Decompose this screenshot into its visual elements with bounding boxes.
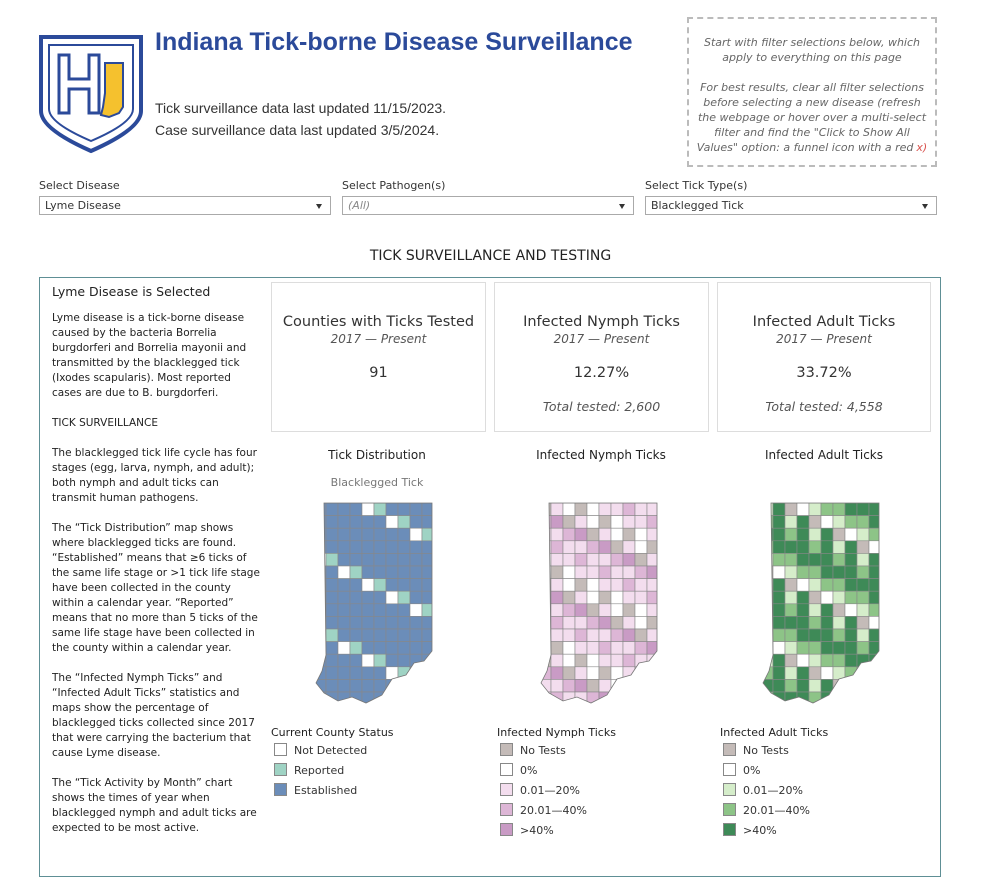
- legend-swatch: [500, 783, 513, 796]
- legend-label: 0%: [520, 764, 538, 777]
- update-text: Tick surveillance data last updated 11/1…: [155, 100, 447, 116]
- legend-title: Infected Adult Ticks: [720, 726, 829, 739]
- sidebar-paragraph: The “Tick Distribution” map shows where …: [52, 522, 260, 654]
- legend-label: >40%: [520, 824, 554, 837]
- legend-label: No Tests: [520, 744, 566, 757]
- dropdown[interactable]: Blacklegged Tick: [645, 196, 937, 215]
- note-text: Start with filter selections below, whic…: [704, 36, 920, 64]
- sidebar-paragraph: The blacklegged tick life cycle has four…: [52, 447, 257, 504]
- legend-item: 0.01—20%: [500, 783, 580, 797]
- dropdown[interactable]: (All): [342, 196, 634, 215]
- legend-item: No Tests: [500, 743, 566, 757]
- legend-item: 0.01—20%: [723, 783, 803, 797]
- legend-label: Not Detected: [294, 744, 368, 757]
- page: Indiana Tick-borne Disease Surveillance …: [39, 17, 941, 877]
- legend-item: 0%: [500, 763, 537, 777]
- legend-item: No Tests: [723, 743, 789, 757]
- map-title: Infected Nymph Ticks: [536, 448, 666, 462]
- legend-label: 20.01—40%: [743, 804, 810, 817]
- legend-item: >40%: [723, 823, 777, 837]
- legend-swatch: [723, 783, 736, 796]
- kpi-period: 2017 — Present: [553, 332, 650, 346]
- legend-swatch: [500, 763, 513, 776]
- kpi-title: Infected Nymph Ticks: [523, 314, 680, 330]
- legend-label: 20.01—40%: [520, 804, 587, 817]
- sidebar-paragraph: Lyme disease is a tick-borne disease cau…: [52, 312, 247, 399]
- filter-label: Select Pathogen(s): [342, 179, 446, 192]
- kpi-footer: Total tested: 4,558: [765, 399, 883, 414]
- kpi-value: 12.27%: [573, 365, 630, 381]
- note-red: x): [916, 141, 928, 154]
- legend-swatch: [274, 783, 287, 796]
- legend-title: Current County Status: [271, 726, 394, 739]
- kpi-card: Infected Nymph Ticks 2017 — Present 12.27%…: [494, 282, 709, 432]
- kpi-period: 2017 — Present: [776, 332, 872, 346]
- legend-item: Reported: [274, 763, 344, 777]
- legend-swatch: [500, 823, 513, 836]
- legend-item: 20.01—40%: [500, 803, 587, 817]
- note-box: Start with filter selections below, whic…: [687, 17, 937, 167]
- kpi-title: Infected Adult Ticks: [752, 314, 896, 330]
- legend-swatch: [274, 763, 287, 776]
- kpi-card: Infected Adult Ticks 2017 — Present 33.72%…: [717, 282, 931, 432]
- legend-label: >40%: [743, 824, 777, 837]
- sidebar-paragraph: TICK SURVEILLANCE: [52, 417, 158, 429]
- legend-label: Established: [294, 784, 358, 797]
- legend-swatch: [500, 743, 513, 756]
- kpi-footer: Total tested: 2,600: [542, 399, 661, 414]
- legend-swatch: [723, 823, 736, 836]
- map-subtitle: Blacklegged Tick: [330, 476, 424, 489]
- legend-label: 0.01—20%: [520, 784, 580, 797]
- note-text: For best results, clear all filter selec…: [696, 81, 927, 154]
- legend-item: Not Detected: [274, 743, 367, 757]
- filter-label: Select Tick Type(s): [645, 179, 748, 192]
- legend-label: Reported: [294, 764, 345, 777]
- legend-swatch: [500, 803, 513, 816]
- kpi-card: Counties with Ticks Tested 2017 — Present…: [271, 282, 486, 432]
- kpi-title: Counties with Ticks Tested: [282, 314, 475, 330]
- sidebar-paragraph: The “Tick Activity by Month” chart shows…: [52, 777, 257, 834]
- title: Indiana Tick-borne Disease Surveillance: [155, 28, 633, 56]
- map-title: Tick Distribution: [328, 448, 426, 462]
- legend-swatch: [723, 743, 736, 756]
- legend-item: 0%: [723, 763, 760, 777]
- section-title: TICK SURVEILLANCE AND TESTING: [369, 248, 612, 264]
- map-title: Infected Adult Ticks: [764, 448, 884, 462]
- update-text: Case surveillance data last updated 3/5/…: [155, 122, 440, 138]
- legend-swatch: [274, 743, 287, 756]
- dropdown[interactable]: Lyme Disease: [39, 196, 331, 215]
- sidebar: Lyme Disease is Selected Lyme disease is…: [52, 284, 262, 847]
- legend-label: 0%: [743, 764, 761, 777]
- kpi-value: 91: [369, 365, 388, 381]
- legend-label: No Tests: [743, 744, 789, 757]
- filter-label: Select Disease: [39, 179, 120, 192]
- legend-swatch: [723, 763, 736, 776]
- sidebar-paragraph: The “Infected Nymph Ticks” and “Infected…: [52, 672, 255, 759]
- legend-item: Established: [274, 783, 357, 797]
- sidebar-heading: Lyme Disease is Selected: [52, 284, 211, 299]
- legend-label: 0.01—20%: [743, 784, 803, 797]
- kpi-value: 33.72%: [796, 365, 852, 381]
- legend-item: 20.01—40%: [723, 803, 810, 817]
- legend-title: Infected Nymph Ticks: [497, 726, 616, 739]
- legend-swatch: [723, 803, 736, 816]
- logo: [39, 35, 143, 154]
- note-text: For best results, clear all filter selec…: [695, 80, 929, 155]
- kpi-period: 2017 — Present: [330, 332, 427, 346]
- legend-item: >40%: [500, 823, 554, 837]
